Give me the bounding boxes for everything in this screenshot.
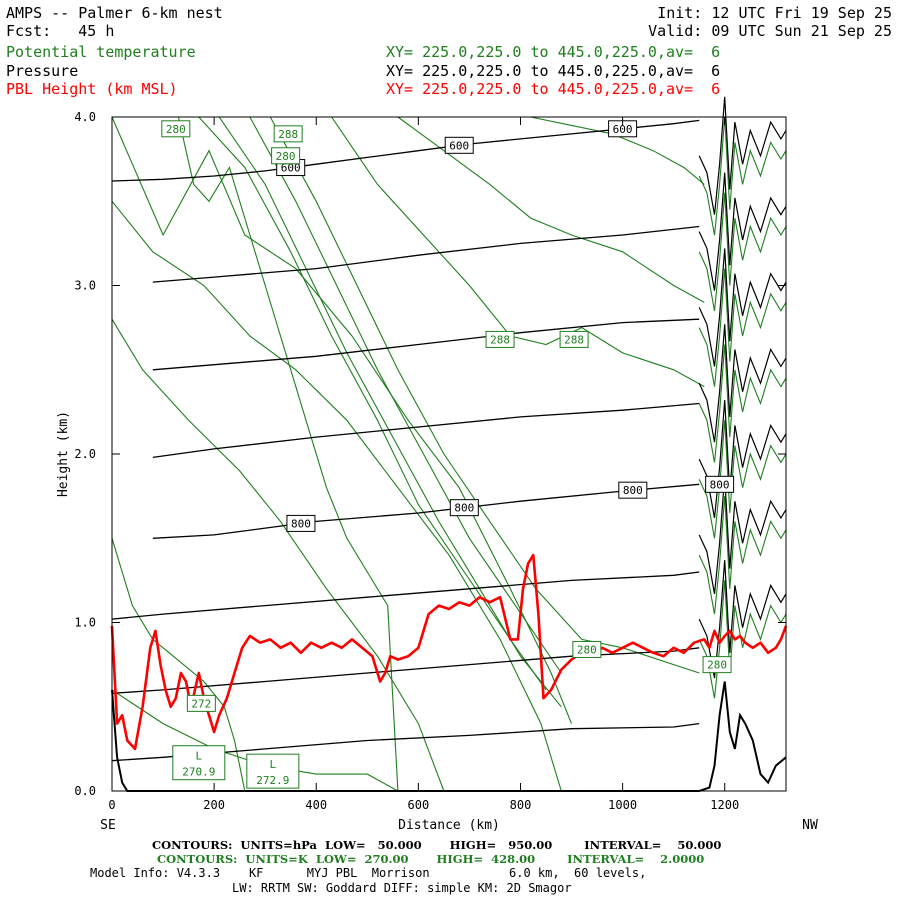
theta-contour bbox=[111, 538, 246, 792]
pressure-contour bbox=[152, 483, 700, 539]
x-end-label-se: SE bbox=[100, 818, 116, 833]
theta-label-box bbox=[485, 330, 515, 348]
pressure-label-box bbox=[286, 514, 316, 532]
field-pressure-label: Pressure bbox=[6, 62, 79, 80]
pressure-contour-wiggle bbox=[698, 400, 787, 519]
y-axis-label: Height (km) bbox=[56, 411, 71, 497]
x-axis-label: Distance (km) bbox=[398, 818, 500, 833]
theta-label: 280 bbox=[166, 123, 186, 136]
footer-physics-info: LW: RRTM SW: Goddard DIFF: simple KM: 2D… bbox=[232, 881, 572, 895]
low-label-box bbox=[172, 745, 226, 781]
pressure-label-box bbox=[705, 475, 735, 493]
footer-pressure-contours: CONTOURS: UNITS=hPa LOW= 50.000 HIGH= 95… bbox=[152, 838, 722, 852]
theta-label: 288 bbox=[564, 333, 584, 346]
theta-label-box bbox=[271, 147, 301, 165]
theta-label-box bbox=[702, 656, 732, 674]
y-tick-label: 3.0 bbox=[74, 279, 96, 293]
pbl-height-line bbox=[110, 553, 788, 751]
theta-contour bbox=[111, 200, 562, 792]
x-tick-label: 1000 bbox=[608, 798, 637, 812]
theta-contour bbox=[218, 116, 562, 708]
y-tick-label: 0.0 bbox=[74, 784, 96, 798]
pressure-label: 800 bbox=[291, 517, 311, 530]
pressure-contour bbox=[152, 225, 700, 283]
theta-label-box bbox=[186, 694, 216, 712]
plot-frame bbox=[111, 116, 787, 792]
x-tick-label: 1200 bbox=[710, 798, 739, 812]
field-pbl-xy: XY= 225.0,225.0 to 445.0,225.0,av= 6 bbox=[386, 80, 721, 98]
theta-contour bbox=[530, 116, 705, 185]
low-label-box bbox=[246, 753, 300, 789]
theta-contour bbox=[698, 344, 787, 463]
theta-contour bbox=[698, 116, 787, 236]
chart-title: AMPS -- Palmer 6-km nest bbox=[6, 4, 223, 22]
x-tick-label: 800 bbox=[510, 798, 532, 812]
theta-label: 280 bbox=[707, 659, 727, 672]
low-label-letter: L bbox=[270, 758, 277, 771]
pressure-contour-wiggle bbox=[698, 560, 787, 679]
theta-contour bbox=[331, 116, 705, 388]
pressure-contour-wiggle bbox=[698, 248, 787, 367]
pressure-label-box bbox=[618, 481, 648, 499]
theta-contour bbox=[698, 192, 787, 311]
low-label-value: 270.9 bbox=[182, 766, 215, 779]
theta-contour bbox=[269, 116, 700, 674]
theta-label-box bbox=[161, 120, 191, 138]
pressure-label-box bbox=[444, 136, 474, 154]
pressure-contour bbox=[111, 571, 700, 620]
footer-theta-contours: CONTOURS: UNITS=K LOW= 270.00 HIGH= 428.… bbox=[157, 852, 705, 866]
theta-contour bbox=[698, 496, 787, 615]
init-time: Init: 12 UTC Fri 19 Sep 25 bbox=[657, 4, 892, 22]
valid-time: Valid: 09 UTC Sun 21 Sep 25 bbox=[648, 22, 892, 40]
pressure-contour-wiggle bbox=[698, 324, 787, 443]
pressure-label: 800 bbox=[454, 502, 474, 515]
x-end-label-nw: NW bbox=[802, 818, 818, 833]
pressure-label-box bbox=[449, 499, 479, 517]
pressure-contour-wiggle bbox=[698, 475, 787, 595]
theta-label-box bbox=[572, 640, 602, 658]
theta-contour bbox=[198, 116, 547, 691]
y-tick-label: 2.0 bbox=[74, 447, 96, 461]
field-pbl-label: PBL Height (km MSL) bbox=[6, 80, 178, 98]
theta-contour bbox=[698, 420, 787, 539]
low-label-value: 272.9 bbox=[256, 774, 289, 787]
pressure-label: 600 bbox=[613, 123, 633, 136]
theta-label-box bbox=[559, 330, 589, 348]
forecast-hour: Fcst: 45 h bbox=[6, 22, 115, 40]
y-tick-label: 4.0 bbox=[74, 110, 96, 124]
x-tick-label: 400 bbox=[305, 798, 327, 812]
pressure-label: 600 bbox=[449, 139, 469, 152]
theta-label: 280 bbox=[276, 150, 296, 163]
theta-contour bbox=[249, 116, 562, 674]
pressure-label: 800 bbox=[710, 478, 730, 491]
pressure-label: 600 bbox=[281, 162, 301, 175]
theta-label: 288 bbox=[278, 128, 298, 141]
pressure-contour-wiggle bbox=[698, 96, 787, 215]
low-label-letter: L bbox=[195, 750, 202, 763]
theta-contour bbox=[111, 318, 445, 792]
x-tick-label: 0 bbox=[108, 798, 115, 812]
footer-model-info: Model Info: V4.3.3 KF MYJ PBL Morrison 6… bbox=[90, 866, 647, 880]
x-tick-label: 600 bbox=[408, 798, 430, 812]
pressure-label: 800 bbox=[623, 484, 643, 497]
theta-label: 288 bbox=[490, 333, 510, 346]
pressure-contour bbox=[152, 402, 700, 459]
theta-label: 280 bbox=[577, 643, 597, 656]
theta-label: 272 bbox=[191, 697, 211, 710]
field-theta-label: Potential temperature bbox=[6, 43, 196, 61]
theta-contour bbox=[177, 116, 399, 792]
field-theta-xy: XY= 225.0,225.0 to 445.0,225.0,av= 6 bbox=[386, 43, 721, 61]
theta-contour bbox=[111, 116, 573, 724]
pressure-contour bbox=[152, 318, 700, 371]
theta-contour bbox=[698, 268, 787, 387]
pressure-contour-wiggle bbox=[698, 172, 787, 291]
theta-label-box bbox=[273, 125, 303, 143]
theta-contour bbox=[397, 116, 705, 303]
pressure-contour bbox=[111, 647, 700, 694]
field-pressure-xy: XY= 225.0,225.0 to 445.0,225.0,av= 6 bbox=[386, 62, 721, 80]
theta-contour bbox=[698, 580, 787, 699]
y-tick-label: 1.0 bbox=[74, 616, 96, 630]
x-tick-label: 200 bbox=[203, 798, 225, 812]
